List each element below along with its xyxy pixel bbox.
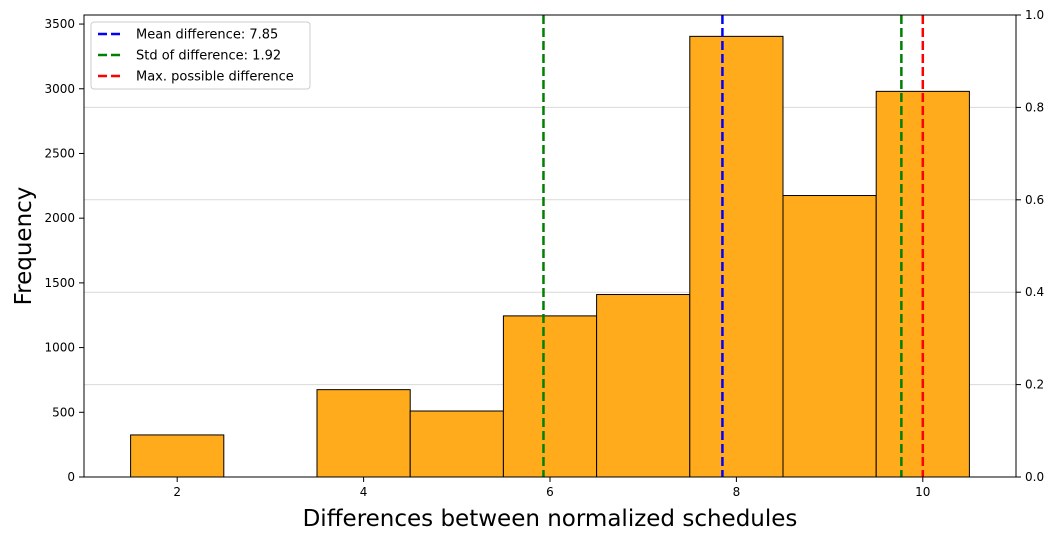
legend-label: Mean difference: 7.85 (136, 28, 278, 43)
legend-label: Std of difference: 1.92 (136, 49, 281, 64)
right-tick-label: 1.0 (1025, 8, 1044, 22)
histogram-bars (130, 35, 970, 478)
histogram-bar (596, 294, 691, 478)
y-tick-label: 1000 (44, 341, 75, 355)
y-tick-label: 1500 (44, 276, 75, 290)
x-tick-label: 8 (733, 485, 741, 499)
legend-box (90, 21, 311, 90)
x-tick-label: 4 (360, 485, 368, 499)
y-tick-label: 0 (67, 470, 75, 484)
y-tick-label: 2500 (44, 146, 75, 160)
y-tick-label: 3500 (44, 17, 75, 31)
right-tick-label: 0.4 (1025, 285, 1044, 299)
y-tick-label: 500 (52, 405, 75, 419)
reference-lines (542, 15, 925, 477)
x-axis-ticks: 2 4 6 8 10 (173, 477, 930, 499)
y-axis-ticks: 0 500 1000 1500 2000 2500 3000 3500 (44, 17, 84, 484)
right-tick-label: 0.0 (1025, 470, 1044, 484)
histogram-bar (316, 389, 411, 478)
x-tick-label: 2 (173, 485, 181, 499)
y-tick-label: 3000 (44, 82, 75, 96)
histogram-bar (502, 315, 598, 478)
x-axis-label: Differences between normalized schedules (303, 506, 798, 532)
x-tick-label: 6 (546, 485, 554, 499)
histogram-bar (409, 410, 504, 478)
right-tick-label: 0.6 (1025, 193, 1044, 207)
x-tick-label: 10 (915, 485, 930, 499)
right-tick-label: 0.8 (1025, 100, 1044, 114)
right-axis-ticks: 0.0 0.2 0.4 0.6 0.8 1.0 (1016, 8, 1044, 484)
legend: Mean difference: 7.85 Std of difference: … (90, 21, 311, 90)
histogram-bar (782, 195, 877, 478)
y-tick-label: 2000 (44, 211, 75, 225)
histogram-bar (689, 35, 784, 478)
right-tick-label: 0.2 (1025, 378, 1044, 392)
histogram-bar (130, 434, 225, 478)
y-axis-label: Frequency (11, 187, 37, 306)
legend-label: Max. possible difference (136, 70, 294, 85)
